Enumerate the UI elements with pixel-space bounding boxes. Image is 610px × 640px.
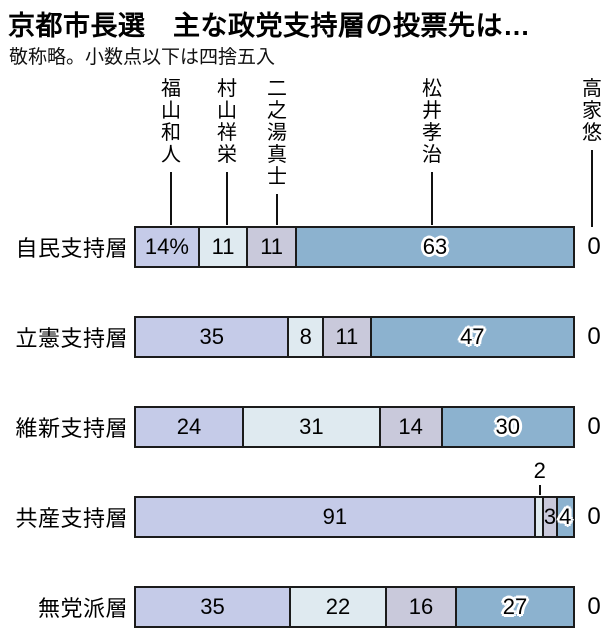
segment-value: 14% xyxy=(144,234,189,259)
segment-value: 30 xyxy=(495,414,521,439)
segment-value: 27 xyxy=(502,594,528,619)
candidate-name: 松井孝治 xyxy=(422,78,442,166)
segment-value: 31 xyxy=(299,414,324,439)
zero-value: 0 xyxy=(587,323,601,350)
bar-segment: 35 xyxy=(136,318,288,356)
candidate-name: 福山和人 xyxy=(161,78,181,166)
segment-value: 11 xyxy=(335,324,359,349)
bar-segment: 31 xyxy=(241,408,379,446)
candidate-name: 高家悠 xyxy=(582,78,602,144)
candidate-leader-line xyxy=(276,194,278,225)
bar-segment: 27 xyxy=(455,588,573,626)
row-label: 自民支持層 xyxy=(15,236,128,261)
row-label: 無党派層 xyxy=(37,596,128,621)
page-title: 京都市長選 主な政党支持層の投票先は… xyxy=(8,11,531,41)
stacked-bar: 35 22 16 27 xyxy=(134,586,575,628)
stacked-bar: 24 31 14 30 xyxy=(134,406,575,448)
zero-value: 0 xyxy=(587,503,601,530)
bar-segment: 11 xyxy=(197,228,247,266)
segment-value: 3 xyxy=(543,504,557,529)
segment-value: 24 xyxy=(176,414,202,439)
bar-segment: 22 xyxy=(288,588,386,626)
bar-segment: 35 xyxy=(136,588,289,626)
candidate-leader-line xyxy=(226,172,228,225)
bar-segment: 14 xyxy=(378,408,441,446)
zero-value: 0 xyxy=(587,413,601,440)
bar-segment: 30 xyxy=(440,408,573,446)
segment-value: 8 xyxy=(299,324,312,349)
callout-tick-line xyxy=(538,485,541,495)
stacked-bar: 91 3 4 xyxy=(134,496,575,538)
bar-segment: 24 xyxy=(136,408,242,446)
bar-segment: 3 xyxy=(542,498,557,536)
stacked-bar: 14% 11 11 63 xyxy=(134,226,575,268)
row-label: 共産支持層 xyxy=(15,506,128,531)
row-label: 立憲支持層 xyxy=(15,326,128,351)
bar-segment xyxy=(533,498,543,536)
bar-segment: 47 xyxy=(369,318,573,356)
segment-value: 22 xyxy=(325,594,351,619)
bar-segment: 11 xyxy=(322,318,370,356)
segment-value: 47 xyxy=(460,324,485,349)
segment-value: 16 xyxy=(408,594,434,619)
bar-segment: 14% xyxy=(136,228,198,266)
segment-value: 35 xyxy=(199,324,224,349)
bar-segment: 16 xyxy=(385,588,455,626)
candidate-name: 村山祥栄 xyxy=(217,78,237,166)
zero-value: 0 xyxy=(587,233,601,260)
bar-segment: 4 xyxy=(555,498,573,536)
bar-segment: 63 xyxy=(294,228,573,266)
bar-segment: 8 xyxy=(287,318,323,356)
candidate-leader-line xyxy=(591,150,593,227)
stacked-bar: 35 8 11 47 xyxy=(134,316,575,358)
segment-value: 14 xyxy=(398,414,423,439)
segment-value: 91 xyxy=(322,504,348,529)
subtitle-note: 敬称略。小数点以下は四捨五入 xyxy=(9,47,276,68)
segment-value: 63 xyxy=(422,234,448,259)
candidate-name: 二之湯真士 xyxy=(267,78,287,188)
zero-value: 0 xyxy=(587,593,601,620)
segment-value: 11 xyxy=(211,234,235,259)
bar-segment: 91 xyxy=(136,498,534,536)
candidate-leader-line xyxy=(431,172,433,225)
segment-value: 35 xyxy=(200,594,225,619)
callout-value: 2 xyxy=(533,458,546,483)
row-label: 維新支持層 xyxy=(15,416,128,441)
candidate-leader-line xyxy=(170,172,172,225)
segment-value: 11 xyxy=(260,234,284,259)
segment-value: 4 xyxy=(559,504,572,529)
bar-segment: 11 xyxy=(246,228,295,266)
